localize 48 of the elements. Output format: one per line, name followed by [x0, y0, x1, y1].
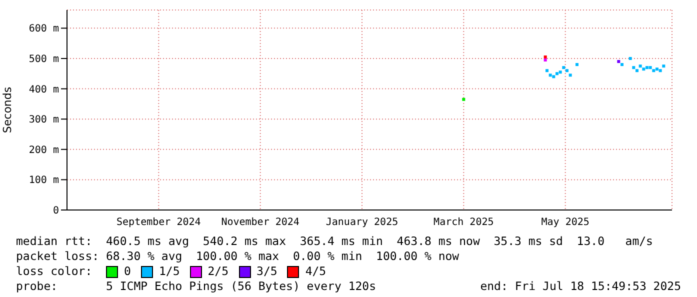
legend-label: 4/5	[305, 264, 326, 279]
x-tick-label: March 2025	[434, 217, 494, 228]
point	[552, 75, 556, 78]
legend-title: loss color:	[16, 264, 94, 279]
point	[620, 63, 624, 66]
y-tick-label: 200 m	[28, 144, 59, 156]
text: probe: 5 ICMP Echo Pings (56 Bytes) every 120s	[16, 279, 376, 294]
y-tick-label: 500 m	[28, 54, 59, 66]
legend-label: 3/5	[256, 264, 278, 279]
point	[568, 74, 572, 77]
point	[544, 58, 547, 62]
x-tick-label: September 2024	[116, 217, 201, 228]
point	[562, 66, 566, 70]
point	[648, 66, 652, 70]
point	[632, 66, 636, 70]
point	[646, 66, 648, 70]
x-tick-label: May 2025	[541, 217, 590, 228]
y-tick-label: 600 m	[28, 24, 59, 35]
point	[556, 72, 558, 76]
point	[546, 69, 548, 72]
point	[566, 69, 568, 72]
point	[658, 69, 662, 72]
point	[628, 56, 632, 60]
point	[662, 64, 666, 68]
point	[617, 60, 620, 64]
point	[642, 68, 646, 71]
y-tick-label: 300 m	[28, 114, 59, 126]
y-tick-label: 0	[52, 206, 59, 217]
text: packet loss: 68.30 % avg 100.00 % max 0.00 % min 100.00 % now	[16, 249, 460, 264]
y-axis-title: Seconds	[0, 86, 14, 134]
point	[548, 74, 552, 77]
point	[462, 98, 466, 101]
text: median rtt: 460.5 ms avg 540.2 ms max 365.4 ms min 463.8 ms now 35.3 ms sd 13.0 am/s	[16, 234, 654, 249]
legend-label: 1/5	[158, 264, 180, 279]
point	[636, 69, 638, 72]
point	[638, 64, 642, 68]
y-tick-label: 400 m	[28, 84, 59, 96]
legend-label: 2/5	[208, 264, 229, 279]
point	[544, 55, 547, 58]
legend-label: 0	[124, 264, 131, 279]
point	[652, 69, 656, 72]
point	[656, 68, 658, 71]
y-tick-label: 100 m	[28, 175, 59, 186]
point	[558, 70, 562, 74]
x-tick-label: January 2025	[326, 217, 398, 228]
text: end: Fri Jul 18 15:49:53 2025	[480, 279, 681, 294]
x-tick-label: November 2024	[221, 217, 300, 228]
point	[576, 63, 578, 66]
